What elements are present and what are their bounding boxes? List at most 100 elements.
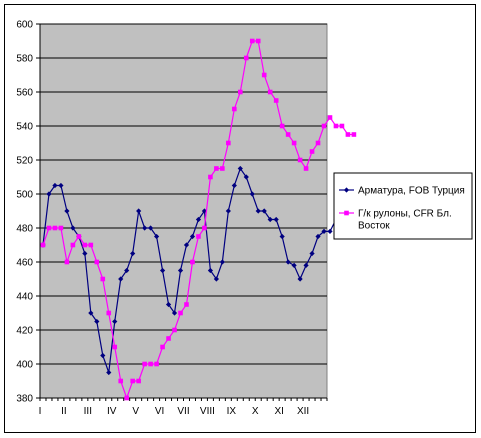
data-point [154,361,159,367]
data-point [136,378,141,384]
data-point [255,208,261,214]
data-point [232,106,237,112]
data-point [327,115,333,120]
data-point [297,157,303,163]
data-point [273,216,279,223]
legend-swatch-marker [344,210,349,216]
x-tick-label: VII [177,406,189,417]
data-point [100,352,106,359]
data-point [255,38,261,44]
data-point [309,250,315,257]
data-point [279,233,285,240]
data-point [303,166,309,171]
data-point [208,174,213,180]
data-point [249,191,255,197]
data-point [82,250,88,257]
data-point [148,361,153,367]
y-tick-label: 380 [16,394,33,405]
data-point [94,318,100,325]
data-point [70,242,76,248]
y-tick-label: 480 [16,224,33,235]
data-point [226,140,231,146]
data-point [309,149,315,154]
data-point [118,276,124,282]
data-point [142,225,148,231]
y-tick-label: 420 [16,326,33,337]
data-point [184,302,189,307]
data-point [124,395,129,401]
data-point [339,123,345,129]
data-point [183,242,190,248]
data-point [303,262,309,268]
data-point [58,225,64,231]
data-point [285,259,291,265]
x-tick-label: II [61,406,67,417]
data-point [297,276,303,282]
plot-area [39,23,328,399]
data-point [225,208,231,214]
data-point [160,344,165,350]
data-point [136,208,142,214]
data-point [214,166,219,171]
x-tick-label: IV [107,406,117,417]
data-point [190,259,195,265]
data-point [195,216,202,223]
data-point [165,301,172,308]
data-point [213,276,219,282]
y-tick-label: 520 [16,156,33,167]
data-point [220,166,225,171]
y-tick-label: 440 [16,292,33,303]
data-point [285,132,291,137]
data-point [279,123,285,129]
y-tick-label: 500 [16,190,33,201]
data-point [267,216,273,223]
data-point [70,225,76,231]
data-point [118,378,124,384]
data-point [172,327,177,333]
y-tick-label: 560 [16,88,33,99]
data-point [52,225,58,231]
data-point [333,123,339,129]
y-tick-label: 540 [16,122,33,133]
x-tick-label: XI [274,406,283,417]
data-point [46,225,52,231]
x-tick-label: X [252,406,259,417]
data-point [178,310,183,316]
data-point [351,132,357,137]
data-point [202,225,207,231]
data-point [148,225,154,231]
series-line-1 [42,167,349,373]
data-point [106,310,112,316]
x-tick-label: V [132,406,139,417]
data-point [189,233,196,240]
data-point [345,132,351,137]
data-point [88,242,94,248]
data-point [76,234,82,239]
data-point [142,361,147,367]
data-point [219,259,225,265]
data-point [46,191,52,197]
data-point [64,259,70,265]
x-tick-label: XII [297,406,309,417]
data-point [88,310,94,316]
data-point [82,242,88,248]
legend-label: Арматура, FOB Турция [358,186,465,197]
data-point [153,233,160,240]
data-point [94,259,100,265]
data-point [291,262,297,268]
data-point [196,234,201,239]
x-tick-label: VI [155,406,164,417]
data-point [291,140,297,146]
legend-label: Г/к рулоны, CFR Бл. Восток [358,209,452,232]
data-point [130,250,136,257]
data-point [159,267,166,274]
data-point [112,318,118,325]
data-point [112,344,118,350]
x-tick-label: IX [227,406,237,417]
y-tick-label: 580 [16,54,33,65]
x-tick-label: I [39,406,42,417]
data-point [237,165,243,172]
data-point [261,208,267,214]
data-point [52,182,58,189]
